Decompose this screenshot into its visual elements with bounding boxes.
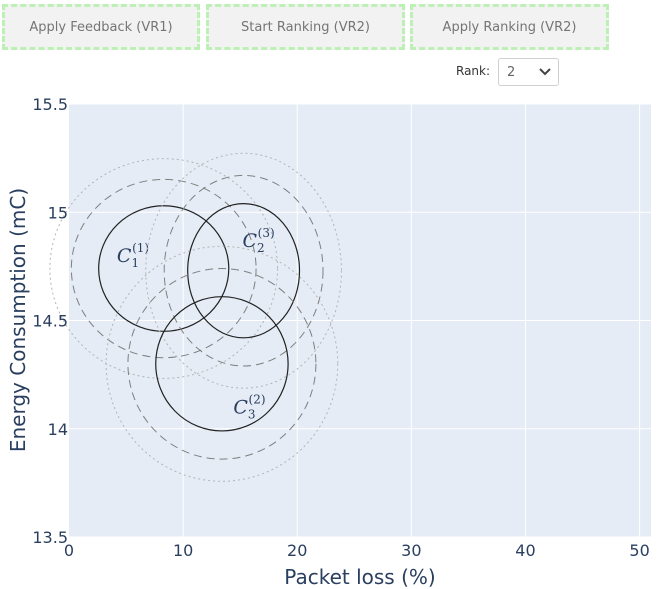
x-axis-title: Packet loss (%) — [284, 565, 435, 589]
rank-select-value: 2 — [507, 64, 516, 80]
chevron-down-icon — [539, 68, 551, 76]
x-tick-label: 30 — [401, 541, 421, 560]
grid — [69, 103, 651, 538]
cluster-core-circle — [187, 202, 301, 339]
cluster-middle-ring — [163, 174, 324, 367]
cluster-outer-ring — [49, 158, 279, 379]
apply-feedback-button[interactable]: Apply Feedback (VR1) — [2, 4, 200, 50]
y-tick-labels: 13.5 14 14.5 15 15.5 — [32, 95, 68, 547]
cluster-outer-ring — [145, 152, 342, 389]
rank-select[interactable]: 2 — [498, 58, 559, 86]
cluster-label: C3(2) — [233, 393, 265, 422]
y-tick-label: 15 — [48, 203, 68, 222]
cluster-label: C1(1) — [117, 241, 149, 270]
y-tick-label: 14 — [48, 420, 68, 439]
x-tick-label: 0 — [64, 541, 74, 560]
cluster-label: C2(3) — [242, 226, 274, 255]
cluster-middle-ring — [127, 267, 317, 460]
x-tick-labels: 0 10 20 30 40 50 — [64, 541, 650, 560]
y-axis-title: Energy Consumption (mC) — [6, 188, 30, 452]
start-ranking-button[interactable]: Start Ranking (VR2) — [206, 4, 405, 50]
rank-label: Rank: — [456, 64, 491, 78]
y-tick-label: 13.5 — [32, 528, 68, 547]
y-tick-label: 14.5 — [32, 312, 68, 331]
x-tick-label: 40 — [515, 541, 535, 560]
cluster-circles: C1(1) C2(3) C3(2) — [49, 152, 342, 482]
x-tick-label: 20 — [287, 541, 307, 560]
y-tick-label: 15.5 — [32, 95, 68, 114]
x-tick-label: 10 — [173, 541, 193, 560]
cluster-outer-ring — [105, 245, 339, 482]
cluster-middle-ring — [70, 178, 257, 359]
cluster-core-circle — [155, 296, 289, 432]
x-tick-label: 50 — [629, 541, 649, 560]
apply-ranking-button[interactable]: Apply Ranking (VR2) — [410, 4, 609, 50]
